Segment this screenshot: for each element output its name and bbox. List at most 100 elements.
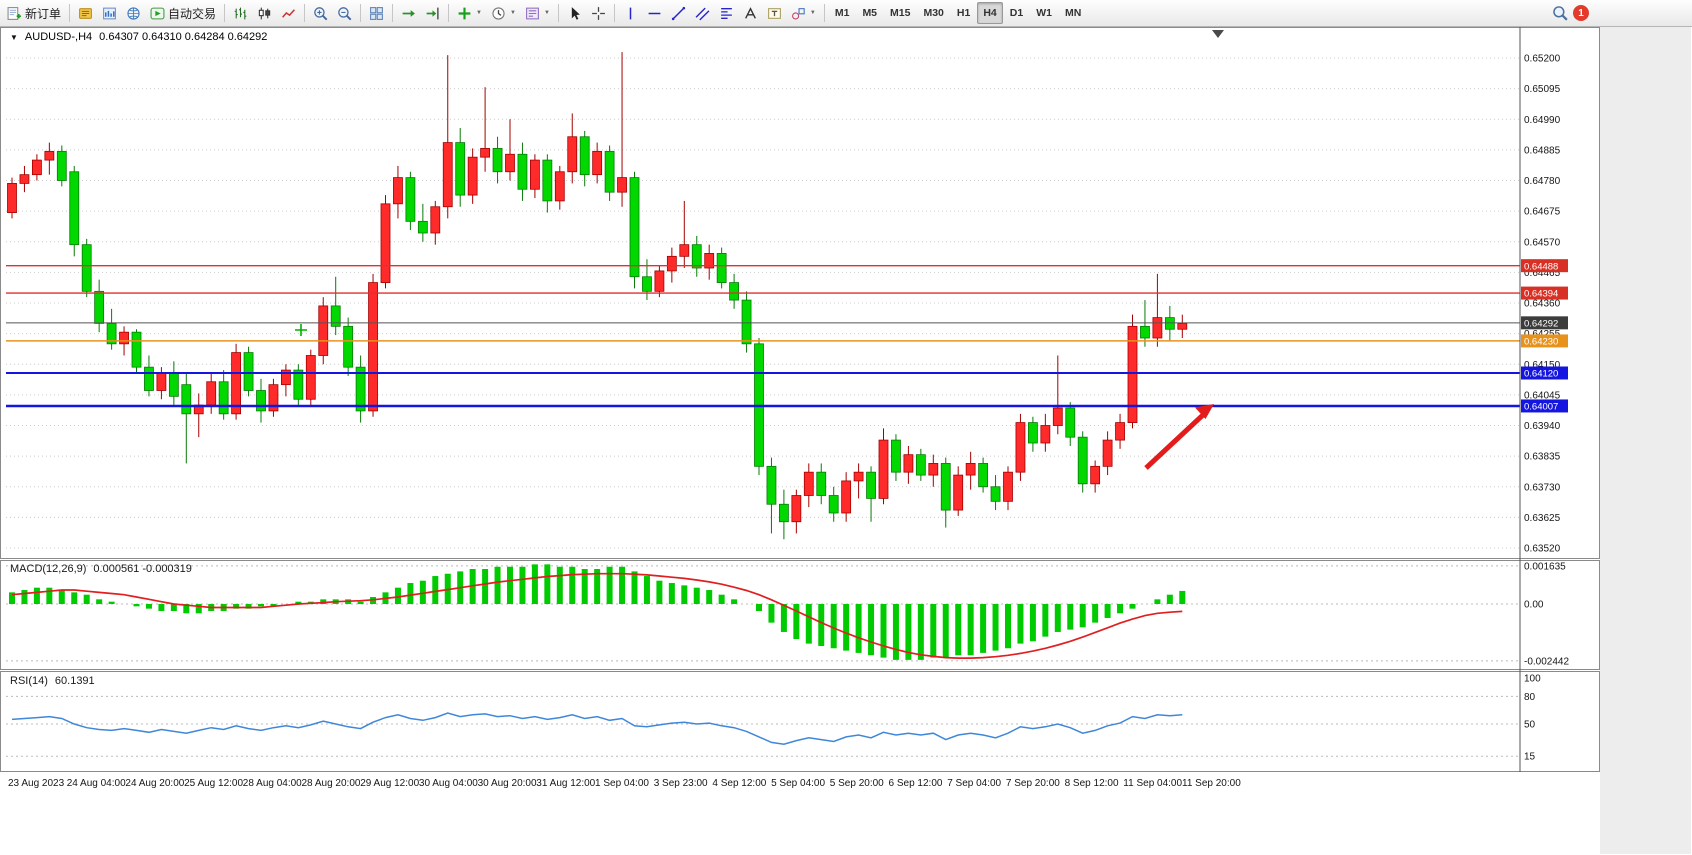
candle-body — [119, 331, 129, 345]
chart-shift-marker[interactable] — [1212, 30, 1224, 38]
candle-body — [293, 369, 304, 400]
price-tag-label: 0.64230 — [1524, 337, 1558, 348]
fibonacci-button[interactable] — [715, 2, 738, 24]
macd-axis-label: 0.00 — [1524, 600, 1544, 611]
insert-indicator-button[interactable]: ▼ — [453, 2, 486, 24]
timeframe-button-H1[interactable]: H1 — [951, 2, 976, 24]
text-tool-icon — [744, 6, 756, 19]
candle-body — [393, 177, 403, 205]
macd-values: 0.000561 -0.000319 — [93, 563, 192, 575]
profile-button[interactable] — [98, 2, 121, 24]
search-button[interactable] — [1548, 2, 1572, 24]
timeframe-button-M30[interactable]: M30 — [917, 2, 949, 24]
timeframe-button-M1[interactable]: M1 — [829, 2, 856, 24]
period-button[interactable]: ▼ — [487, 2, 520, 24]
notification-badge[interactable]: 1 — [1573, 5, 1589, 21]
price-axis-label: 0.64885 — [1524, 145, 1561, 156]
time-axis-label: 3 Sep 23:00 — [654, 778, 708, 789]
price-axis-label: 0.64045 — [1524, 390, 1561, 401]
candle-body — [455, 142, 466, 196]
rsi-axis-label: 15 — [1524, 752, 1536, 763]
price-tag — [1521, 316, 1568, 330]
globe-icon — [127, 6, 140, 20]
equidistant-channel-button[interactable] — [691, 2, 714, 24]
crosshair-button[interactable] — [587, 2, 610, 24]
timeframe-button-M5[interactable]: M5 — [856, 2, 883, 24]
candle-body — [355, 366, 366, 412]
new-order-label: 新订单 — [25, 6, 62, 21]
time-axis-label: 29 Aug 12:00 — [360, 778, 419, 789]
clock-icon — [492, 6, 505, 20]
rsi-panel-area[interactable] — [0, 671, 1600, 772]
dropdown-caret-icon: ▼ — [509, 10, 516, 16]
rsi-line — [11, 712, 1183, 745]
text-label-button[interactable] — [763, 2, 786, 24]
candle-body — [417, 220, 428, 234]
candle-body — [305, 355, 316, 400]
candle-body — [243, 352, 254, 391]
new-order-button[interactable]: 新订单 — [3, 2, 65, 24]
zoom-out-button[interactable] — [333, 2, 356, 24]
tile-windows-icon — [370, 6, 383, 20]
macd-panel-area[interactable] — [0, 560, 1600, 670]
vertical-line-button[interactable] — [619, 2, 642, 24]
candle-body — [19, 174, 30, 184]
tile-windows-button[interactable] — [365, 2, 388, 24]
time-axis-label: 24 Aug 20:00 — [125, 778, 184, 789]
chart-shift-button[interactable] — [421, 2, 444, 24]
candle-body — [1140, 325, 1150, 339]
time-axis-label: 8 Sep 12:00 — [1065, 778, 1119, 789]
candle-body — [368, 282, 378, 412]
price-axis-label: 0.63940 — [1524, 421, 1561, 432]
auto-scroll-button[interactable] — [397, 2, 420, 24]
candle-body — [94, 290, 105, 324]
candle-body — [69, 171, 80, 246]
trendline-button[interactable] — [667, 2, 690, 24]
candle-body — [828, 495, 839, 514]
candle-body — [1115, 422, 1125, 441]
template-button[interactable]: ▼ — [521, 2, 554, 24]
candle-body — [978, 463, 988, 488]
candle-body — [1077, 436, 1088, 485]
price-tag-label: 0.64292 — [1524, 318, 1558, 329]
bar-chart-icon — [234, 7, 247, 19]
timeframe-button-M15[interactable]: M15 — [884, 2, 916, 24]
autotrade-button[interactable]: 自动交易 — [146, 2, 220, 24]
candle-body — [891, 439, 901, 473]
candle-body — [505, 153, 515, 173]
candle-body — [517, 153, 528, 190]
text-label-icon — [767, 7, 781, 19]
shapes-button[interactable]: ▼ — [787, 2, 820, 24]
candle-body — [878, 439, 889, 499]
chart-symbol-header[interactable]: ▼ AUDUSD-,H4 0.64307 0.64310 0.64284 0.6… — [10, 31, 267, 43]
candle-body — [866, 471, 876, 499]
timeframe-button-MN[interactable]: MN — [1059, 2, 1087, 24]
crosshair-marker — [295, 324, 307, 336]
timeframe-button-H4[interactable]: H4 — [977, 2, 1003, 24]
metaeditor-button[interactable] — [74, 2, 97, 24]
separator — [69, 4, 71, 22]
rsi-title: RSI(14) — [10, 675, 48, 687]
candle-body — [841, 480, 852, 514]
zoom-in-button[interactable] — [309, 2, 332, 24]
line-chart-button[interactable] — [277, 2, 300, 24]
horizontal-line-icon — [648, 12, 661, 14]
cursor-button[interactable] — [563, 2, 586, 24]
chart-dropdown-icon[interactable]: ▼ — [10, 32, 18, 42]
auto-scroll-icon — [402, 9, 415, 17]
price-tag — [1521, 286, 1568, 300]
candlestick-chart-button[interactable] — [253, 2, 276, 24]
timeframe-button-W1[interactable]: W1 — [1030, 2, 1058, 24]
bar-chart-button[interactable] — [229, 2, 252, 24]
timeframe-button-D1[interactable]: D1 — [1004, 2, 1029, 24]
price-axis-label: 0.64990 — [1524, 115, 1561, 126]
text-button[interactable] — [739, 2, 762, 24]
candle-body — [953, 474, 964, 511]
time-axis-label: 28 Aug 20:00 — [302, 778, 361, 789]
candle-body — [231, 352, 242, 415]
horizontal-line-button[interactable] — [643, 2, 666, 24]
candle-body — [218, 381, 229, 415]
refresh-button[interactable] — [122, 2, 145, 24]
candle-body — [7, 183, 17, 213]
